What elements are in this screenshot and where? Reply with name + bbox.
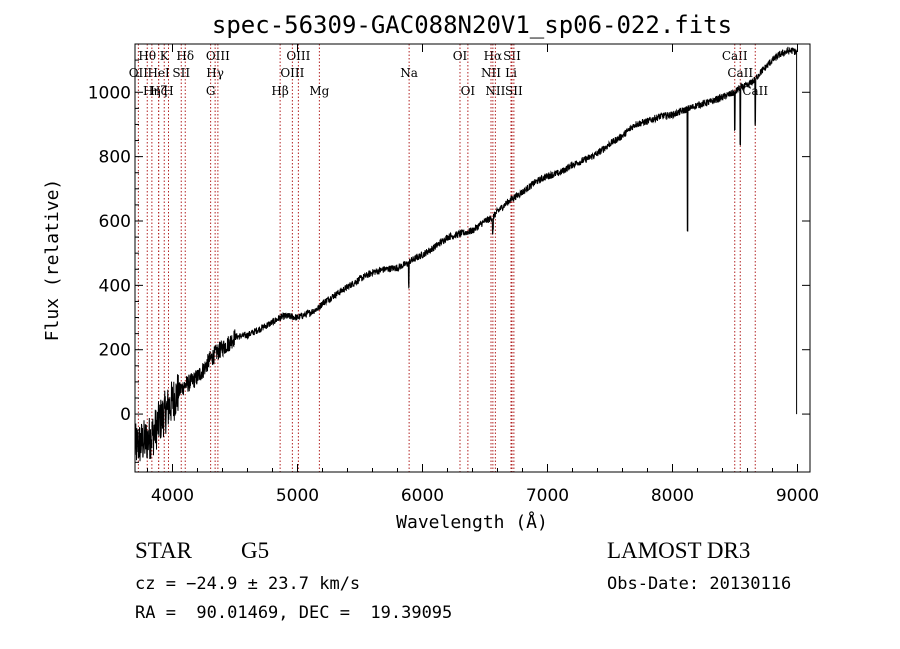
- x-axis-label: Wavelength (Å): [396, 511, 548, 533]
- y-tick-label: 600: [99, 212, 131, 232]
- line-marker-label: OIII: [286, 49, 310, 63]
- line-marker-label: OII: [129, 66, 149, 80]
- line-marker-label: CaII: [727, 66, 753, 80]
- line-marker-label: NII: [485, 84, 505, 98]
- line-marker-label: OI: [461, 84, 476, 98]
- line-marker-label: Mg: [309, 84, 329, 98]
- redshift-cz: cz = −24.9 ± 23.7 km/s: [135, 574, 361, 594]
- line-marker-label: Hα: [484, 49, 503, 63]
- coordinates: RA = 90.01469, DEC = 19.39095: [135, 603, 453, 623]
- line-marker-label: G: [206, 84, 216, 98]
- observation-date: Obs-Date: 20130116: [607, 574, 792, 594]
- chart-title: spec-56309-GAC088N20V1_sp06-022.fits: [212, 11, 732, 39]
- line-marker-label: Na: [400, 66, 418, 80]
- line-marker-label: SII: [505, 84, 523, 98]
- object-class: STAR: [135, 538, 192, 563]
- line-marker-label: K: [160, 49, 170, 63]
- y-tick-label: 200: [99, 341, 131, 361]
- line-marker-label: OI: [453, 49, 468, 63]
- line-marker-label: Li: [505, 66, 517, 80]
- line-marker-label: Hη: [143, 84, 161, 98]
- x-tick-label: 8000: [651, 486, 694, 506]
- line-marker-label: CaII: [722, 49, 748, 63]
- line-marker-label: Hδ: [176, 49, 194, 63]
- x-tick-label: 6000: [401, 486, 444, 506]
- x-tick-label: 7000: [526, 486, 569, 506]
- line-marker-label: HeI: [147, 66, 170, 80]
- line-marker-label: H: [163, 84, 173, 98]
- plot-frame: [134, 43, 811, 473]
- axes: 4000 5000 6000 7000 8000 9000 0 200 400 600 800 100…: [88, 44, 819, 506]
- line-marker-label: OIII: [280, 66, 304, 80]
- line-marker-label: OIII: [206, 49, 230, 63]
- line-marker-label: NII: [481, 66, 501, 80]
- x-tick-label: 5000: [276, 486, 319, 506]
- y-tick-label: 800: [99, 148, 131, 168]
- y-tick-label: 1000: [88, 83, 131, 103]
- y-tick-label: 0: [120, 405, 131, 425]
- object-subclass: G5: [241, 538, 270, 563]
- line-marker-label: Hβ: [271, 84, 288, 98]
- line-marker-label: Hγ: [206, 66, 224, 80]
- x-tick-label: 9000: [776, 486, 819, 506]
- line-marker-label: Hθ: [138, 49, 156, 63]
- line-marker-label: SII: [503, 49, 521, 63]
- survey-name: LAMOST DR3: [607, 538, 751, 563]
- x-tick-label: 4000: [151, 486, 194, 506]
- y-axis-label: Flux (relative): [42, 179, 63, 342]
- spectrum-line: [134, 46, 798, 462]
- y-tick-label: 400: [99, 276, 131, 296]
- line-marker-label: SII: [172, 66, 190, 80]
- spectrum-series: [134, 46, 798, 462]
